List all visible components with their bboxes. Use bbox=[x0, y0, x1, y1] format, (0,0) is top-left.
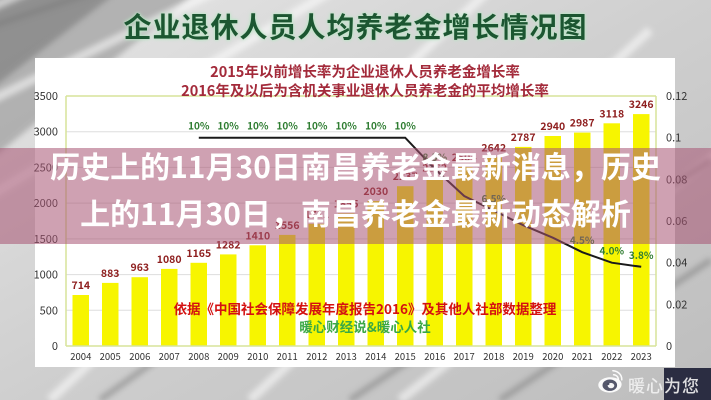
svg-text:2010: 2010 bbox=[247, 349, 268, 363]
svg-text:1080: 1080 bbox=[157, 252, 182, 267]
svg-text:10%: 10% bbox=[365, 118, 387, 133]
svg-text:0.02: 0.02 bbox=[666, 296, 687, 312]
svg-text:2940: 2940 bbox=[540, 119, 565, 134]
svg-text:4.0%: 4.0% bbox=[599, 243, 624, 258]
svg-text:2016: 2016 bbox=[424, 349, 445, 363]
svg-text:2008: 2008 bbox=[188, 349, 209, 363]
svg-text:0.04: 0.04 bbox=[666, 255, 687, 271]
svg-text:2009: 2009 bbox=[218, 349, 239, 363]
svg-text:10%: 10% bbox=[335, 118, 357, 133]
svg-text:2005: 2005 bbox=[100, 349, 121, 363]
svg-text:3246: 3246 bbox=[629, 97, 654, 112]
svg-text:1000: 1000 bbox=[34, 267, 58, 283]
svg-text:2018: 2018 bbox=[483, 349, 504, 363]
svg-text:2004: 2004 bbox=[70, 349, 91, 363]
svg-text:3000: 3000 bbox=[34, 124, 58, 140]
svg-text:500: 500 bbox=[40, 302, 58, 318]
svg-text:2011: 2011 bbox=[277, 349, 298, 363]
svg-text:10%: 10% bbox=[276, 118, 298, 133]
svg-text:2017: 2017 bbox=[454, 349, 475, 363]
svg-text:2987: 2987 bbox=[570, 116, 595, 131]
svg-text:2019: 2019 bbox=[513, 349, 534, 363]
svg-text:0: 0 bbox=[666, 338, 672, 354]
svg-text:2015: 2015 bbox=[395, 349, 416, 363]
svg-text:10%: 10% bbox=[247, 118, 269, 133]
svg-text:0.12: 0.12 bbox=[666, 88, 687, 104]
svg-text:2014: 2014 bbox=[365, 349, 386, 363]
svg-text:10%: 10% bbox=[394, 118, 416, 133]
svg-text:2023: 2023 bbox=[631, 349, 652, 363]
svg-text:0: 0 bbox=[52, 338, 58, 354]
svg-text:2012: 2012 bbox=[306, 349, 327, 363]
svg-text:3118: 3118 bbox=[599, 106, 624, 121]
svg-text:2006: 2006 bbox=[129, 349, 150, 363]
svg-text:2022: 2022 bbox=[601, 349, 622, 363]
svg-text:3500: 3500 bbox=[34, 88, 58, 104]
svg-text:10%: 10% bbox=[306, 118, 328, 133]
svg-text:1165: 1165 bbox=[186, 246, 211, 261]
svg-text:2021: 2021 bbox=[572, 349, 593, 363]
svg-text:2020: 2020 bbox=[542, 349, 563, 363]
svg-text:714: 714 bbox=[72, 278, 91, 293]
svg-text:10%: 10% bbox=[217, 118, 239, 133]
svg-text:2007: 2007 bbox=[159, 349, 180, 363]
svg-text:2013: 2013 bbox=[336, 349, 357, 363]
svg-text:3.8%: 3.8% bbox=[629, 247, 654, 262]
svg-text:10%: 10% bbox=[188, 118, 210, 133]
svg-text:883: 883 bbox=[101, 266, 120, 281]
svg-text:963: 963 bbox=[131, 260, 150, 275]
